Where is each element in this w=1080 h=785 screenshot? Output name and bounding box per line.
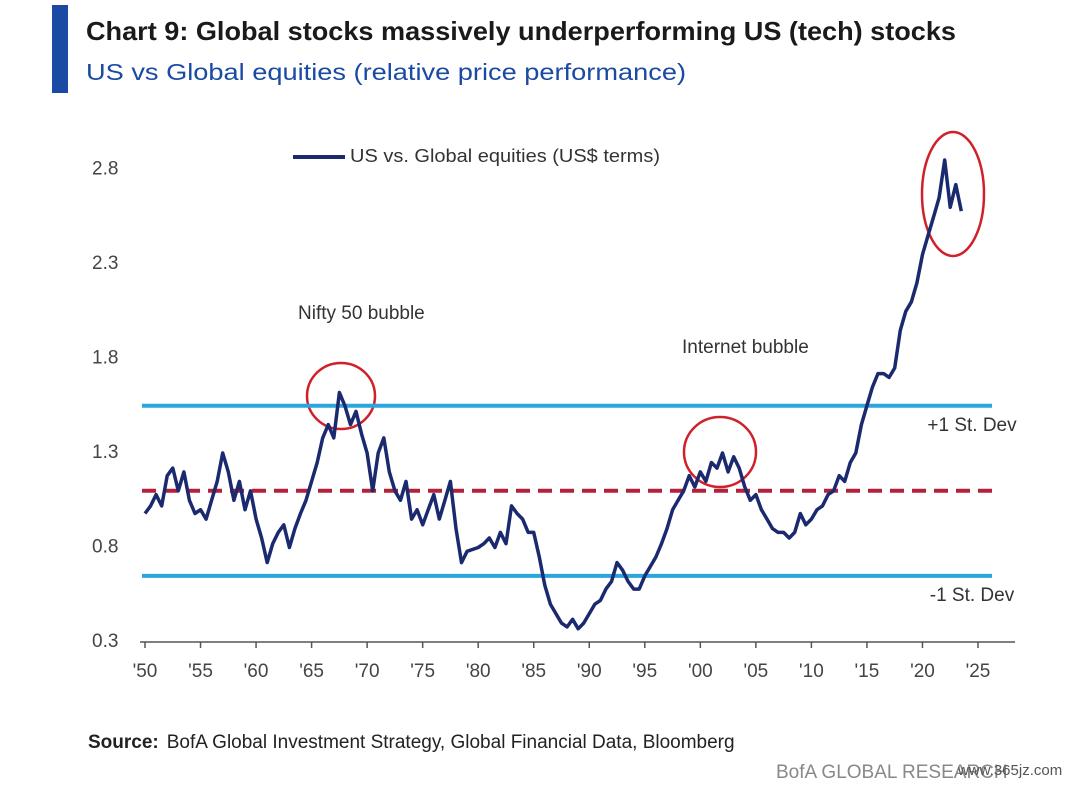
highlight-circle [920,130,986,258]
y-tick-label: 1.3 [92,442,118,463]
title-bar [52,5,68,93]
x-tick-label: '50 [133,661,158,682]
brand: BofA GLOBAL RESEARCH [776,762,1008,783]
x-tick-label: '85 [521,661,546,682]
y-tick-label: 2.8 [92,159,118,180]
chart-subtitle: US vs Global equities (relative price pe… [86,59,686,85]
x-tick-label: '25 [966,661,991,682]
x-tick-label: '80 [466,661,491,682]
reference-label: +1 St. Dev [927,415,1017,436]
x-tick-label: '15 [855,661,880,682]
y-tick-label: 2.3 [92,253,118,274]
highlight-circle [305,361,377,431]
annotation: Internet bubble [682,337,809,358]
annotation: Nifty 50 bubble [298,303,425,324]
x-tick-label: '75 [410,661,435,682]
y-tick-label: 0.3 [92,631,118,652]
x-tick-label: '20 [910,661,935,682]
x-tick-label: '60 [244,661,269,682]
x-tick-label: '10 [799,661,824,682]
source-text: BofA Global Investment Strategy, Global … [167,732,735,753]
data-line [143,158,964,631]
x-tick-label: '65 [299,661,324,682]
x-tick-label: '70 [355,661,380,682]
reference-label: -1 St. Dev [930,585,1015,606]
x-tick-label: '55 [188,661,213,682]
x-tick-label: '00 [688,661,713,682]
legend-label: US vs. Global equities (US$ terms) [350,146,660,166]
x-tick-label: '05 [743,661,768,682]
y-tick-label: 1.8 [92,348,118,369]
source: Source: BofA Global Investment Strategy, … [88,732,735,753]
y-tick-label: 0.8 [92,537,118,558]
chart-title: Chart 9: Global stocks massively underpe… [86,16,956,46]
source-label: Source: [88,732,159,753]
x-tick-label: '90 [577,661,602,682]
x-tick-label: '95 [632,661,657,682]
highlight-circle [682,415,758,489]
watermark: www.365jz.com [957,762,1062,779]
